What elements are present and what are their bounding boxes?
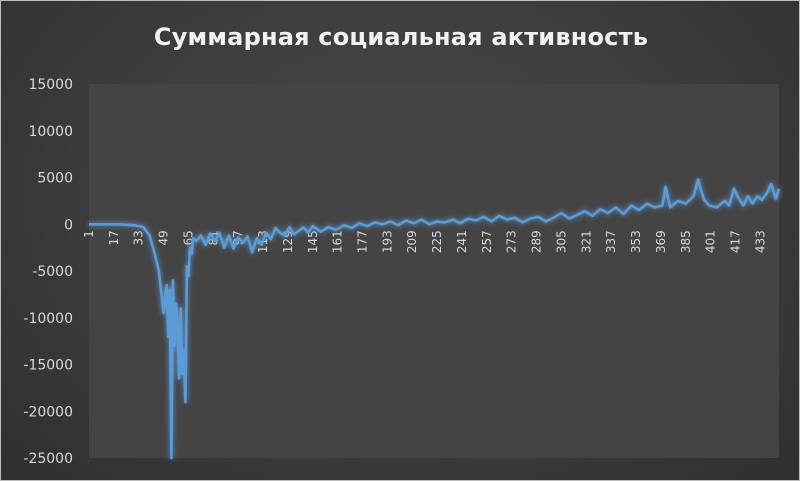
y-axis: 15000 10000 5000 0 -5000 -10000 -15000 -20000 -2…	[23, 77, 73, 467]
y-tick-label: -20000	[23, 404, 73, 420]
x-axis: 1 17 33 49 65 81 97 113 129 145 161 177 193 209 225 241…	[82, 230, 767, 253]
x-tick-label: 337	[604, 230, 618, 253]
x-tick-label: 241	[455, 230, 469, 253]
series-line-0	[89, 178, 781, 460]
x-tick-label: 225	[430, 230, 444, 253]
x-tick-label: 209	[405, 230, 419, 253]
x-tick-label: 17	[107, 230, 121, 245]
x-tick-label: 49	[157, 230, 171, 245]
x-tick-label: 193	[380, 230, 394, 253]
series-layer	[89, 178, 781, 460]
x-tick-label: 385	[679, 230, 693, 253]
plot-area	[89, 84, 779, 458]
y-tick-label: 15000	[28, 77, 73, 93]
y-tick-label: -25000	[23, 451, 73, 467]
x-tick-label: 433	[753, 230, 767, 253]
x-tick-label: 177	[356, 230, 370, 253]
x-tick-label: 257	[480, 230, 494, 253]
x-tick-label: 321	[579, 230, 593, 253]
x-tick-label: 417	[728, 230, 742, 253]
x-tick-label: 1	[82, 230, 96, 238]
y-tick-label: 0	[64, 217, 73, 233]
x-tick-label: 161	[331, 230, 345, 253]
chart-title: Суммарная социальная активность	[153, 23, 649, 51]
y-tick-label: 10000	[28, 124, 73, 140]
x-tick-label: 369	[654, 230, 668, 253]
y-tick-label: -10000	[23, 311, 73, 327]
y-tick-label: -5000	[32, 264, 73, 280]
x-tick-label: 305	[554, 230, 568, 253]
y-tick-label: 5000	[37, 171, 73, 187]
x-tick-label: 289	[530, 230, 544, 253]
y-tick-label: -15000	[23, 358, 73, 374]
x-tick-label: 145	[306, 230, 320, 253]
x-tick-label: 33	[132, 230, 146, 245]
x-tick-label: 273	[505, 230, 519, 253]
x-tick-label: 353	[629, 230, 643, 253]
x-tick-label: 401	[704, 230, 718, 253]
